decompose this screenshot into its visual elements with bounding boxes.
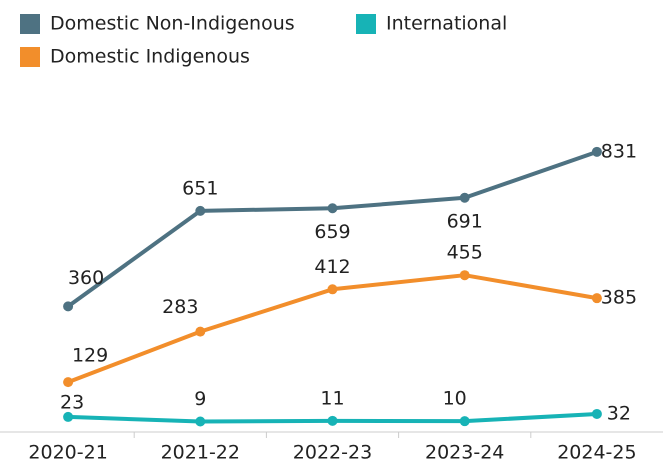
x-tick-label: 2022-23	[293, 442, 372, 464]
legend-label: Domestic Indigenous	[50, 46, 250, 68]
legend-label: International	[386, 13, 507, 35]
data-label: 11	[320, 387, 344, 409]
data-label: 412	[314, 256, 350, 278]
x-tick-label: 2024-25	[557, 442, 636, 464]
data-label: 691	[447, 210, 483, 232]
data-point	[591, 146, 602, 157]
x-tick-label: 2023-24	[425, 442, 504, 464]
data-point	[591, 408, 602, 419]
legend-label: Domestic Non-Indigenous	[50, 13, 295, 35]
data-label: 659	[314, 221, 350, 243]
data-label: 32	[607, 402, 631, 424]
data-label: 129	[72, 345, 108, 367]
data-point	[195, 205, 206, 216]
data-point	[63, 411, 74, 422]
data-point	[327, 284, 338, 295]
x-tick-label: 2020-21	[28, 442, 107, 464]
data-label: 10	[443, 388, 467, 410]
data-point	[63, 377, 74, 388]
data-point	[63, 301, 74, 312]
data-label: 9	[194, 388, 206, 410]
legend-swatch	[356, 14, 376, 34]
data-point	[459, 416, 470, 427]
data-label: 831	[601, 140, 637, 162]
data-point	[459, 270, 470, 281]
data-point	[195, 326, 206, 337]
data-label: 360	[68, 267, 104, 289]
x-tick-label: 2021-22	[161, 442, 240, 464]
data-point	[327, 203, 338, 214]
data-point	[195, 416, 206, 427]
data-point	[591, 293, 602, 304]
data-label: 651	[182, 177, 218, 199]
data-label: 455	[447, 242, 483, 264]
data-label: 23	[60, 391, 84, 413]
data-point	[459, 192, 470, 203]
data-point	[327, 415, 338, 426]
legend-swatch	[20, 14, 40, 34]
data-label: 283	[162, 296, 198, 318]
legend-swatch	[20, 47, 40, 67]
data-label: 385	[601, 287, 637, 309]
